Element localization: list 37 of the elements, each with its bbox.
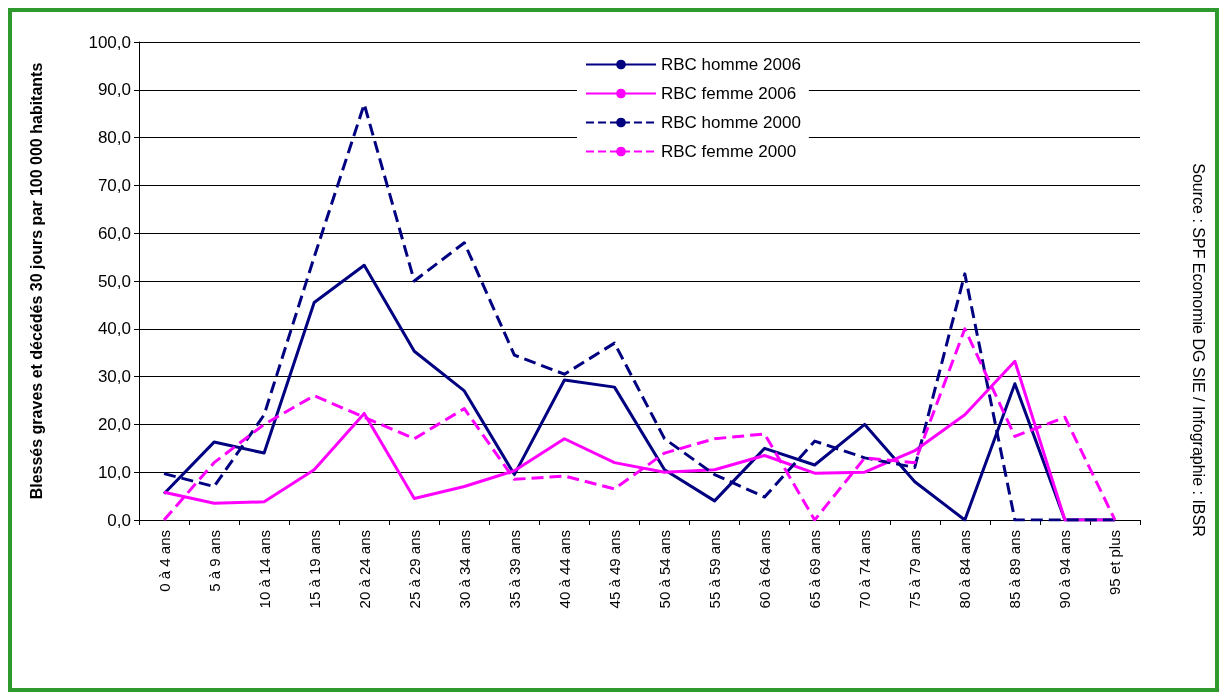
y-tick-label: 10,0 — [97, 462, 131, 482]
source-note: Source : SPF Economie DG SIE / Infographie : IBSR — [1189, 163, 1207, 537]
x-tick-label: 60 à 64 ans — [756, 530, 774, 609]
legend-label: RBC homme 2006 — [661, 55, 801, 74]
y-tick-label: 20,0 — [97, 414, 131, 434]
x-tick-label: 35 à 39 ans — [505, 530, 523, 609]
y-tick-label: 60,0 — [97, 223, 131, 243]
legend-label: RBC femme 2006 — [661, 84, 797, 103]
y-tick-label: 90,0 — [97, 80, 131, 100]
x-tick-label: 70 à 74 ans — [856, 530, 874, 609]
x-tick-label: 65 à 69 ans — [806, 530, 824, 609]
x-tick-label: 5 à 9 ans — [205, 530, 223, 592]
x-tick-label: 50 à 54 ans — [656, 530, 674, 609]
x-tick-label: 75 à 79 ans — [906, 530, 924, 609]
y-tick-label: 80,0 — [97, 128, 131, 148]
y-tick-label: 40,0 — [97, 319, 131, 339]
y-tick-label: 30,0 — [97, 367, 131, 387]
x-tick-label: 55 à 59 ans — [706, 530, 724, 609]
x-tick-label: 45 à 49 ans — [605, 530, 623, 609]
y-tick-label: 50,0 — [97, 271, 131, 291]
x-tick-label: 15 à 19 ans — [305, 530, 323, 609]
x-tick-label: 90 à 94 ans — [1056, 530, 1074, 609]
x-tick-label: 95 et plus — [1106, 530, 1124, 596]
x-tick-label: 40 à 44 ans — [555, 530, 573, 609]
x-tick-label: 80 à 84 ans — [956, 530, 974, 609]
legend-label: RBC homme 2000 — [661, 113, 801, 132]
y-axis-title: Blessés graves et décédés 30 jours par 100 000 habitants — [27, 62, 45, 500]
y-tick-label: 0,0 — [107, 510, 131, 530]
x-tick-label: 25 à 29 ans — [405, 530, 423, 609]
y-tick-label: 70,0 — [97, 175, 131, 195]
x-tick-label: 0 à 4 ans — [155, 530, 173, 592]
y-tick-label: 100,0 — [88, 32, 131, 52]
legend-label: RBC femme 2000 — [661, 142, 797, 161]
x-tick-label: 10 à 14 ans — [255, 530, 273, 609]
x-tick-label: 85 à 89 ans — [1006, 530, 1024, 609]
x-tick-label: 20 à 24 ans — [355, 530, 373, 609]
x-tick-label: 30 à 34 ans — [455, 530, 473, 609]
